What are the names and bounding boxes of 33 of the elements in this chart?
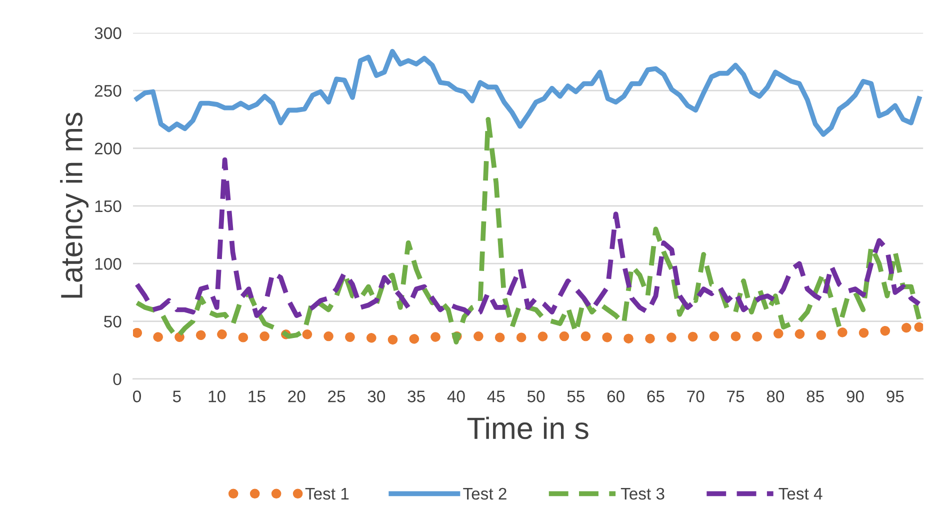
x-tick-label: 20: [288, 390, 306, 402]
y-tick-label: 300: [94, 27, 122, 40]
x-tick-label: 70: [687, 390, 704, 402]
legend-label: Test 2: [463, 488, 506, 500]
y-tick-label: 200: [94, 142, 122, 154]
y-axis-title: Latency in ms: [60, 112, 89, 298]
x-tick-label: 10: [208, 390, 226, 402]
x-tick-label: 45: [487, 390, 505, 402]
x-tick-label: 25: [328, 390, 346, 402]
legend-label: Test 4: [778, 488, 822, 500]
y-tick-label: 0: [113, 373, 122, 386]
x-tick-label: 75: [727, 390, 744, 402]
x-tick-label: 15: [248, 390, 266, 402]
x-axis-title: Time in s: [467, 416, 588, 440]
legend-label: Test 3: [620, 488, 664, 500]
legend-label: Test 1: [305, 488, 349, 500]
x-tick-label: 80: [766, 390, 784, 402]
y-tick-label: 50: [104, 316, 122, 328]
x-tick-label: 50: [527, 390, 545, 402]
x-tick-label: 5: [172, 390, 181, 402]
x-tick-label: 55: [567, 390, 584, 402]
x-tick-label: 60: [607, 390, 624, 402]
x-tick-label: 85: [806, 390, 824, 402]
x-tick-label: 90: [846, 390, 864, 402]
x-tick-label: 65: [647, 390, 664, 402]
y-tick-label: 100: [95, 258, 122, 270]
x-tick-label: 35: [408, 390, 425, 402]
x-tick-label: 0: [133, 390, 141, 402]
y-tick-label: 150: [95, 200, 122, 212]
x-tick-label: 30: [368, 390, 386, 402]
y-tick-label: 250: [94, 84, 122, 97]
x-tick-label: 40: [447, 390, 465, 402]
x-tick-label: 95: [886, 390, 904, 402]
